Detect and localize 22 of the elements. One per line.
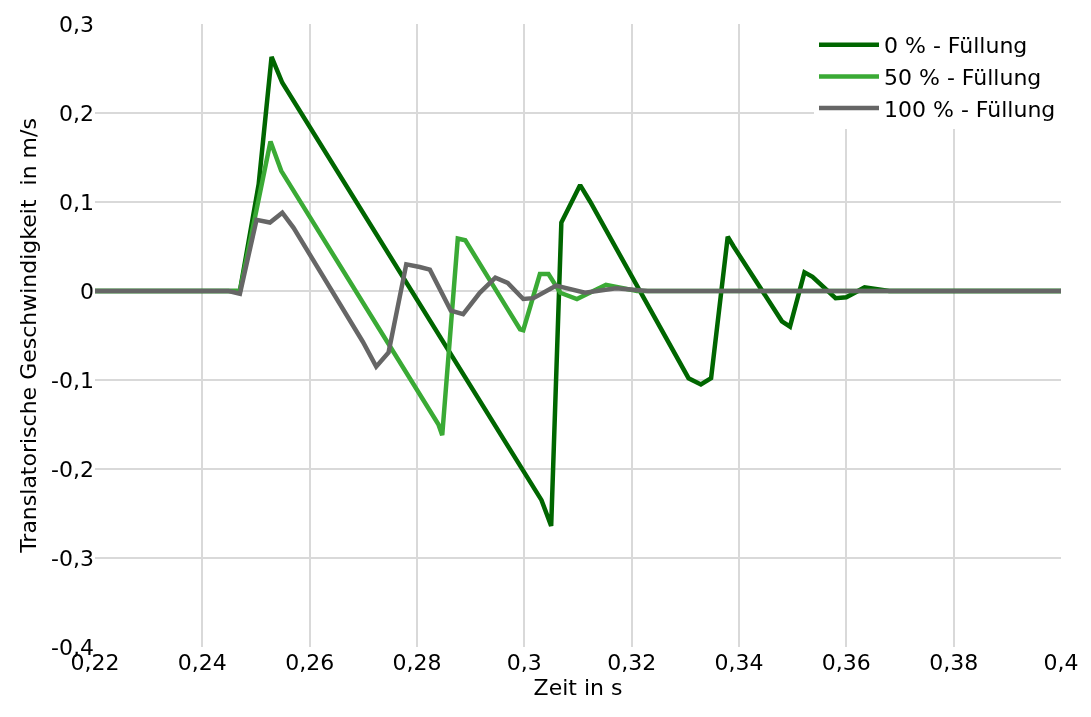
y-tick-label: 0 (80, 278, 94, 304)
x-tick-label: 0,26 (285, 650, 335, 675)
legend-label: 50 % - Füllung (884, 64, 1042, 90)
y-tick-label: -0,1 (51, 367, 94, 393)
x-tick-label: 0,24 (177, 650, 227, 675)
x-tick-label: 0,3 (506, 650, 542, 675)
x-tick-label: 0,32 (607, 650, 657, 675)
y-axis-title: Translatorische Geschwindigkeit in m/s (15, 118, 41, 554)
legend-label: 100 % - Füllung (884, 96, 1056, 122)
x-axis-title: Zeit in s (533, 675, 623, 700)
x-tick-label: 0,34 (714, 650, 764, 675)
x-tick-label: 0,38 (929, 650, 979, 675)
y-tick-label: 0,1 (59, 189, 94, 215)
y-tick-label: -0,3 (51, 545, 94, 571)
x-tick-label: 0,36 (821, 650, 871, 675)
y-tick-label: 0,3 (59, 11, 94, 37)
legend-label: 0 % - Füllung (884, 33, 1028, 59)
x-tick-label: 0,28 (392, 650, 442, 675)
line-series (95, 210, 1061, 369)
y-tick-label: -0,2 (51, 456, 94, 482)
x-tick-label: 0,4 (1043, 650, 1079, 675)
y-tick-label: 0,2 (59, 100, 94, 126)
